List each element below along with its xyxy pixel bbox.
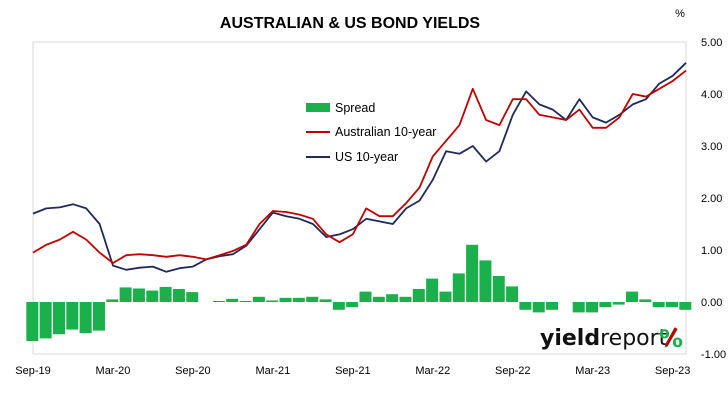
- legend: Spread Australian 10-year US 10-year: [306, 101, 436, 164]
- plot-area-border: [32, 41, 687, 355]
- x-tick-label-3: Mar-21: [255, 365, 290, 377]
- spread-bar: [532, 302, 545, 313]
- spread-bar: [426, 278, 439, 302]
- spread-bar: [52, 302, 65, 335]
- spread-bar: [306, 296, 319, 302]
- watermark-logo: yieldreport %: [540, 325, 683, 353]
- y-tick-label-4: 1.00: [701, 245, 722, 257]
- spread-bar: [519, 302, 532, 310]
- x-axis-ticks: Sep-19 Mar-20 Sep-20 Mar-21 Sep-21 Mar-22 Sep-…: [15, 365, 690, 377]
- spread-bar: [186, 292, 199, 302]
- spread-bar: [386, 294, 399, 302]
- spread-bar: [106, 299, 119, 302]
- y-axis-ticks: 5.00 4.00 3.00 2.00 1.00 0.00 -1.00: [701, 37, 726, 361]
- spread-bar: [292, 297, 305, 302]
- spread-bar: [359, 291, 372, 302]
- y-tick-label-3: 2.00: [701, 193, 722, 205]
- spread-bar: [652, 302, 665, 308]
- watermark-report: report: [600, 326, 668, 351]
- spread-bar: [452, 273, 465, 302]
- spread-bar: [79, 302, 92, 334]
- spread-bar: [599, 302, 612, 308]
- chart-title: AUSTRALIAN & US BOND YIELDS: [220, 15, 480, 32]
- spread-bar: [399, 296, 412, 302]
- x-tick-label-8: Sep-23: [655, 365, 690, 377]
- spread-bar: [132, 288, 145, 302]
- spread-bar: [372, 296, 385, 302]
- spread-bar: [412, 289, 425, 302]
- us-10-year-line: [32, 62, 687, 273]
- legend-label-australian: Australian 10-year: [335, 125, 436, 139]
- spread-bar: [572, 302, 585, 313]
- spread-bar: [252, 296, 265, 302]
- spread-bar: [279, 297, 292, 302]
- spread-bar: [226, 298, 239, 302]
- spread-bar: [466, 244, 479, 302]
- spread-bar: [492, 276, 505, 302]
- spread-bar: [319, 299, 332, 302]
- spread-bar: [266, 300, 279, 302]
- spread-bar: [666, 302, 679, 308]
- spread-bar: [119, 287, 132, 302]
- y-tick-label-0: 5.00: [701, 37, 722, 49]
- spread-bar: [159, 286, 172, 302]
- svg-text:yieldreport: yieldreport: [540, 326, 668, 351]
- spread-bar: [66, 302, 79, 330]
- x-tick-label-1: Mar-20: [96, 365, 131, 377]
- y-unit-label: %: [675, 8, 685, 20]
- spread-bar: [439, 291, 452, 302]
- spread-bar: [546, 302, 559, 310]
- australian-10-year-line: [32, 69, 687, 264]
- spread-bar: [239, 300, 252, 302]
- x-tick-label-4: Sep-21: [335, 365, 370, 377]
- x-tick-label-0: Sep-19: [15, 365, 50, 377]
- series-lines: [32, 62, 687, 273]
- x-tick-label-6: Sep-22: [495, 365, 530, 377]
- legend-swatch-spread: [306, 103, 330, 112]
- spread-bar: [212, 300, 225, 302]
- spread-bar: [612, 302, 625, 305]
- spread-bar: [586, 302, 599, 313]
- watermark-yield: yield: [540, 326, 600, 351]
- spread-bar: [626, 291, 639, 302]
- y-tick-label-5: 0.00: [701, 297, 722, 309]
- spread-bar: [92, 302, 105, 331]
- watermark-percent-slash: [664, 327, 678, 347]
- y-tick-label-6: -1.00: [701, 349, 726, 361]
- y-tick-label-2: 3.00: [701, 141, 722, 153]
- spread-bar: [346, 302, 359, 308]
- spread-bars: [26, 244, 692, 341]
- x-tick-label-2: Sep-20: [175, 365, 210, 377]
- spread-bar: [479, 260, 492, 302]
- spread-bar: [26, 302, 39, 341]
- spread-bar: [506, 286, 519, 302]
- legend-label-us: US 10-year: [335, 150, 398, 164]
- legend-label-spread: Spread: [335, 101, 375, 115]
- spread-bar: [332, 302, 345, 310]
- spread-bar: [39, 302, 52, 339]
- spread-bar: [172, 289, 185, 302]
- x-tick-label-7: Mar-23: [575, 365, 610, 377]
- x-tick-label-5: Mar-22: [415, 365, 450, 377]
- spread-bar: [146, 290, 159, 302]
- y-tick-label-1: 4.00: [701, 89, 722, 101]
- spread-bar: [679, 302, 692, 310]
- spread-bar: [639, 299, 652, 302]
